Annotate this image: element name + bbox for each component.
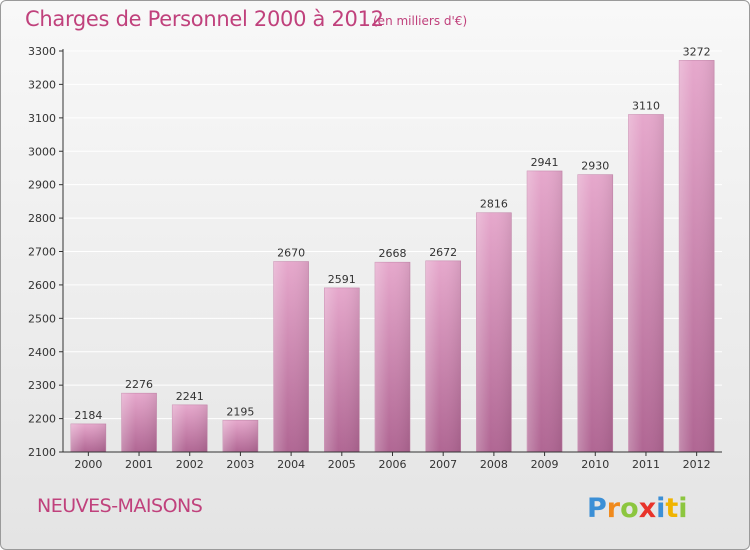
bar-value-label: 2930 <box>581 160 609 173</box>
y-tick-label: 2800 <box>28 212 56 225</box>
x-tick-label: 2009 <box>531 458 559 471</box>
y-tick-label: 2100 <box>28 446 56 459</box>
y-tick-label: 2600 <box>28 279 56 292</box>
y-tick-label: 3200 <box>28 78 56 91</box>
bar-shade <box>527 170 563 453</box>
bar-shade <box>679 60 715 453</box>
y-tick-label: 3100 <box>28 112 56 125</box>
chart-subtitle: (en milliers d'€) <box>373 14 468 28</box>
bar-value-label: 2670 <box>277 247 305 260</box>
proxiti-logo: Proxiti <box>587 493 688 524</box>
x-tick-label: 2003 <box>226 458 254 471</box>
bar-shade <box>324 287 360 452</box>
y-tick-label: 2400 <box>28 346 56 359</box>
bar-shade <box>222 420 258 452</box>
y-tick-label: 2700 <box>28 246 56 259</box>
bar-shade <box>273 261 309 452</box>
bar-value-label: 2276 <box>125 378 153 391</box>
bar-shade <box>121 393 157 452</box>
bar-shade <box>70 423 106 452</box>
bar-value-label: 3272 <box>683 45 711 58</box>
bar-shade <box>172 404 208 452</box>
x-tick-label: 2012 <box>683 458 711 471</box>
bar-value-label: 2591 <box>328 273 356 286</box>
commune-name: NEUVES-MAISONS <box>37 495 203 517</box>
x-tick-label: 2006 <box>379 458 407 471</box>
y-tick-label: 2500 <box>28 312 56 325</box>
y-tick-label: 3300 <box>28 45 56 58</box>
y-tick-label: 2900 <box>28 179 56 192</box>
bar-shade <box>476 212 512 452</box>
bar-shade <box>425 260 461 452</box>
bar-shade <box>577 174 613 452</box>
bar-value-label: 2941 <box>531 156 559 169</box>
y-tick-label: 2300 <box>28 379 56 392</box>
y-tick-label: 3000 <box>28 145 56 158</box>
x-tick-label: 2005 <box>328 458 356 471</box>
x-tick-label: 2002 <box>176 458 204 471</box>
bar-shade <box>628 114 664 452</box>
chart-title: Charges de Personnel 2000 à 2012 <box>25 7 384 31</box>
svg-text:Proxiti: Proxiti <box>587 493 688 524</box>
x-tick-label: 2010 <box>581 458 609 471</box>
x-tick-label: 2000 <box>74 458 102 471</box>
bar-value-label: 2241 <box>176 390 204 403</box>
x-tick-label: 2007 <box>429 458 457 471</box>
x-tick-label: 2001 <box>125 458 153 471</box>
y-tick-label: 2200 <box>28 413 56 426</box>
x-tick-label: 2004 <box>277 458 305 471</box>
bar-value-label: 2668 <box>379 247 407 260</box>
bar-value-label: 2672 <box>429 246 457 259</box>
x-tick-label: 2011 <box>632 458 660 471</box>
x-tick-label: 2008 <box>480 458 508 471</box>
bar-value-label: 2184 <box>74 409 102 422</box>
bar-value-label: 2195 <box>226 405 254 418</box>
bar-shade <box>375 262 410 452</box>
bar-value-label: 3110 <box>632 99 660 112</box>
bar-value-label: 2816 <box>480 198 508 211</box>
